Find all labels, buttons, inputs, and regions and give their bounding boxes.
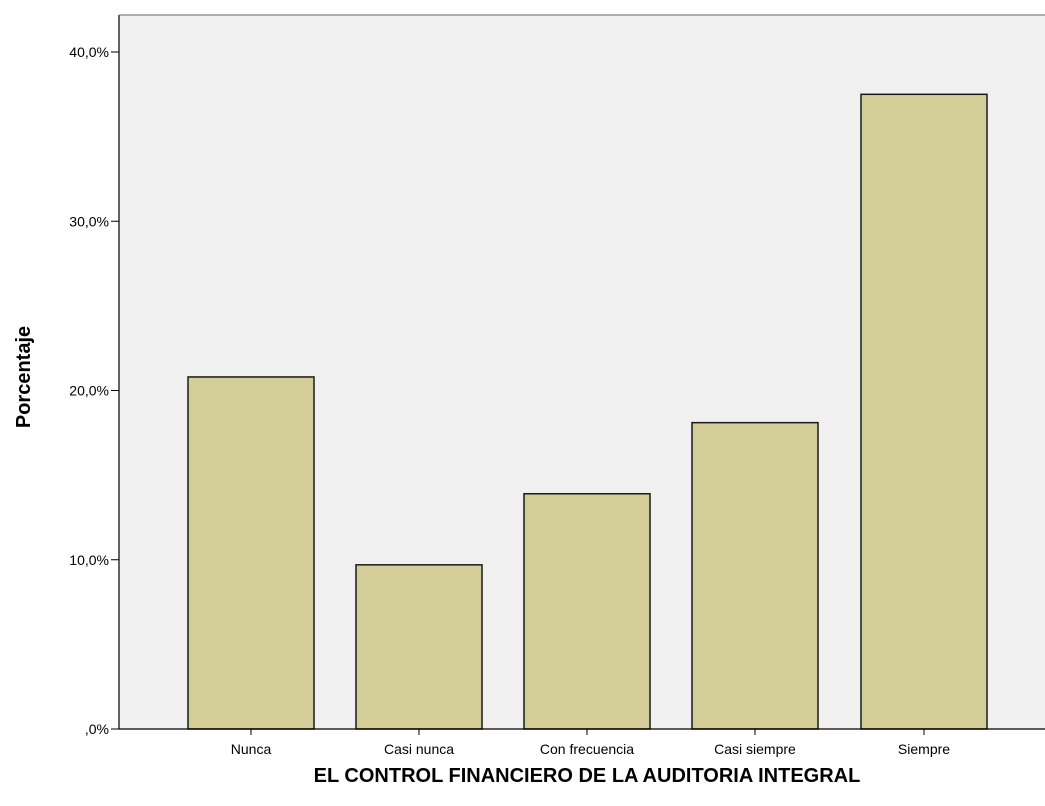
x-axis-title: EL CONTROL FINANCIERO DE LA AUDITORIA IN…	[314, 765, 861, 787]
y-axis-title: Porcentaje	[13, 326, 35, 428]
x-tick-label: Nunca	[231, 741, 272, 757]
y-tick-label: 40,0%	[69, 44, 109, 60]
y-tick-label: 10,0%	[69, 552, 109, 568]
axes-layer: Nunca Casi nunca Con frecuencia Casi siempr…	[69, 14, 1045, 757]
x-tick-label: Siempre	[898, 741, 950, 757]
bar-con-frecuencia	[523, 492, 651, 730]
bars-layer	[187, 93, 988, 730]
x-tick-label: Casi siempre	[714, 741, 796, 757]
y-tick-label: ,0%	[85, 721, 109, 737]
y-tick-label: 30,0%	[69, 213, 109, 229]
x-tick-label: Con frecuencia	[540, 741, 634, 757]
y-tick-label: 20,0%	[69, 383, 109, 399]
bar-casi-nunca	[355, 564, 483, 730]
bar-siempre	[860, 93, 988, 730]
bar-casi-siempre	[691, 421, 819, 730]
bar-nunca	[187, 376, 315, 730]
x-tick-label: Casi nunca	[384, 741, 454, 757]
